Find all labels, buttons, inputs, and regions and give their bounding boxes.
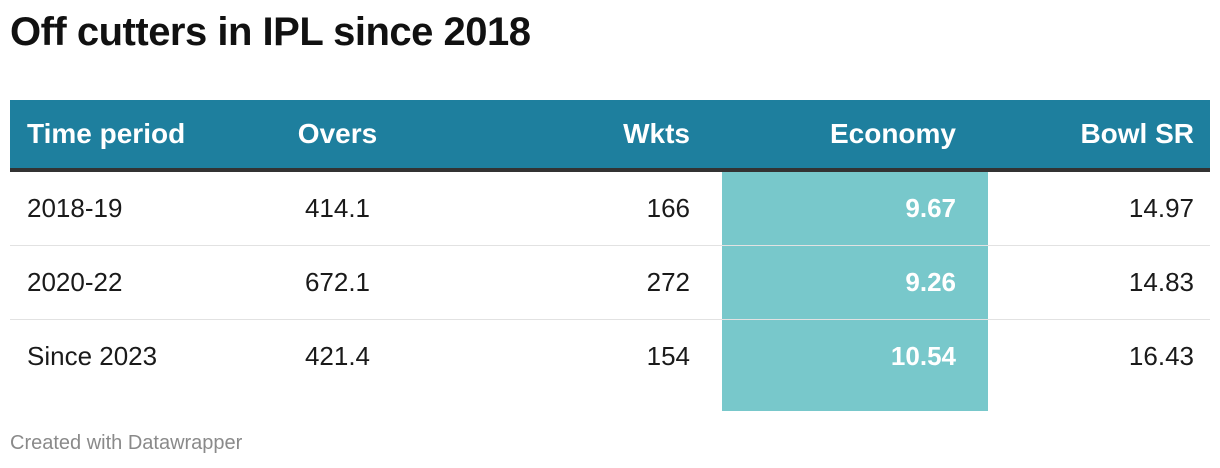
header-overs[interactable]: Overs [297, 118, 378, 149]
cell-overs: 421.4 [304, 341, 371, 371]
cell-time-period: 2018-19 [27, 193, 123, 223]
cell-bowl-sr: 16.43 [1128, 341, 1194, 371]
table-header: Time period Overs Wkts Economy Bowl SR [10, 100, 1210, 172]
economy-highlight [722, 172, 988, 411]
data-table: Time period Overs Wkts Economy Bowl SR 2… [10, 100, 1210, 411]
header-bowl-sr[interactable]: Bowl SR [1080, 118, 1194, 149]
cell-wkts: 272 [646, 267, 690, 297]
table-row: Since 2023 421.4 154 10.54 16.43 [10, 320, 1210, 393]
cell-bowl-sr: 14.83 [1128, 267, 1194, 297]
chart-title: Off cutters in IPL since 2018 [10, 10, 531, 54]
cell-overs: 672.1 [304, 267, 371, 297]
cell-economy: 9.67 [905, 193, 956, 223]
cell-overs: 414.1 [304, 193, 371, 223]
cell-economy: 9.26 [905, 267, 956, 297]
footer-credit[interactable]: Created with Datawrapper [10, 432, 243, 454]
header-economy[interactable]: Economy [829, 118, 956, 149]
cell-economy: 10.54 [890, 341, 956, 371]
cell-time-period: Since 2023 [27, 341, 158, 371]
cell-wkts: 166 [646, 193, 690, 223]
table-row: 2020-22 672.1 272 9.26 14.83 [10, 246, 1210, 320]
cell-bowl-sr: 14.97 [1128, 193, 1194, 223]
cell-wkts: 154 [646, 341, 690, 371]
table-row: 2018-19 414.1 166 9.67 14.97 [10, 172, 1210, 246]
cell-time-period: 2020-22 [27, 267, 123, 297]
table-body: 2018-19 414.1 166 9.67 14.97 2020-22 672… [10, 172, 1210, 411]
header-time-period[interactable]: Time period [27, 118, 186, 149]
header-wkts[interactable]: Wkts [623, 118, 690, 149]
